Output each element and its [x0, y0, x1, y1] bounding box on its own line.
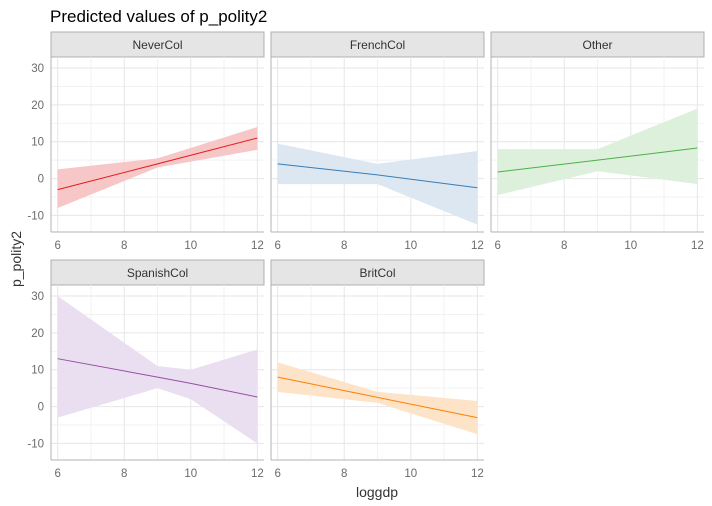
y-tick-label: 10 — [31, 137, 44, 149]
x-tick-label: 8 — [561, 240, 567, 252]
y-tick-label: -10 — [27, 438, 44, 450]
facet-strip — [50, 31, 265, 58]
x-tick-label: 8 — [121, 468, 127, 480]
facet-strip-label: BritCol — [359, 266, 395, 280]
y-tick-label: 30 — [31, 291, 44, 303]
facet-panel-other: Other 6 8 10 12 — [490, 31, 705, 252]
prediction-line — [57, 358, 258, 398]
facet-panel-nevercol: NeverCol 6 8 10 12 -10 0 10 20 30 — [27, 31, 265, 252]
x-tick-label: 6 — [54, 468, 60, 480]
x-tick-label: 12 — [691, 240, 704, 252]
facet-strip — [50, 259, 265, 286]
facet-panel-frenchcol: FrenchCol 6 8 10 12 — [270, 31, 485, 252]
x-tick-label: 10 — [184, 468, 197, 480]
facet-panel-spanishcol: SpanishCol 6 8 10 12 -10 0 10 20 30 — [27, 259, 265, 480]
facet-strip-label: Other — [582, 38, 612, 52]
x-tick-label: 8 — [341, 468, 347, 480]
x-tick-label: 8 — [341, 240, 347, 252]
x-tick-label: 6 — [54, 240, 60, 252]
facet-panel-britcol: BritCol 6 8 10 12 — [270, 259, 485, 480]
y-tick-label: 0 — [38, 174, 44, 186]
x-tick-label: 6 — [494, 240, 500, 252]
facet-strip — [270, 31, 485, 58]
y-tick-label: 10 — [31, 365, 44, 377]
facet-strip-label: NeverCol — [132, 38, 182, 52]
x-tick-label: 10 — [404, 468, 417, 480]
y-tick-label: 20 — [31, 328, 44, 340]
x-tick-label: 8 — [121, 240, 127, 252]
confidence-band — [57, 127, 258, 209]
facet-strip — [490, 31, 705, 58]
x-tick-label: 12 — [471, 240, 484, 252]
y-tick-label: 0 — [38, 402, 44, 414]
confidence-band — [277, 143, 478, 225]
y-axis-title: p_polity2 — [8, 231, 24, 287]
x-tick-label: 6 — [274, 468, 280, 480]
prediction-line — [497, 147, 698, 173]
y-tick-label: 20 — [31, 100, 44, 112]
prediction-line — [277, 163, 478, 189]
facet-strip-label: FrenchCol — [350, 38, 405, 52]
prediction-line — [57, 137, 258, 191]
x-axis-title: loggdp — [356, 484, 398, 500]
x-tick-label: 10 — [184, 240, 197, 252]
x-tick-label: 10 — [624, 240, 637, 252]
x-tick-label: 6 — [274, 240, 280, 252]
chart-title: Predicted values of p_polity2 — [50, 7, 267, 26]
x-tick-label: 12 — [251, 240, 264, 252]
x-tick-label: 12 — [471, 468, 484, 480]
facet-strip-label: SpanishCol — [127, 266, 188, 280]
x-tick-label: 10 — [404, 240, 417, 252]
y-tick-label: -10 — [27, 210, 44, 222]
confidence-band — [497, 108, 698, 196]
x-tick-label: 12 — [251, 468, 264, 480]
y-tick-label: 30 — [31, 63, 44, 75]
confidence-band — [277, 362, 478, 435]
prediction-line — [277, 376, 478, 419]
confidence-band — [57, 296, 258, 444]
